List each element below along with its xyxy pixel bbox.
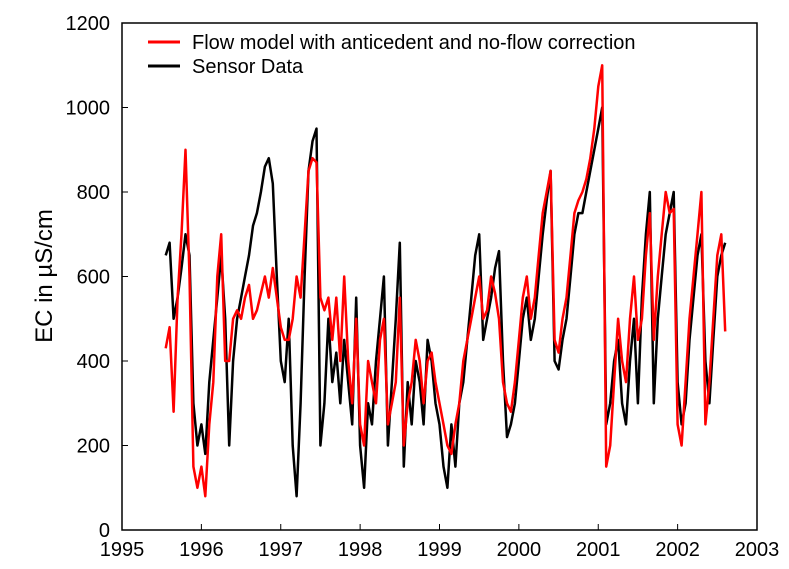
y-tick-label: 0 <box>99 520 110 542</box>
y-tick-label: 1000 <box>66 98 111 120</box>
legend-label: Flow model with anticedent and no-flow c… <box>192 32 636 54</box>
y-tick-label: 200 <box>77 436 110 458</box>
y-tick-label: 600 <box>77 267 110 289</box>
x-tick-label: 1997 <box>259 539 304 561</box>
y-axis-label: EC in µS/cm <box>31 209 58 343</box>
series-line <box>164 106 727 498</box>
legend-label: Sensor Data <box>192 56 304 78</box>
x-tick-label: 2002 <box>655 539 700 561</box>
x-tick-label: 2001 <box>576 539 621 561</box>
y-tick-label: 1200 <box>66 13 111 35</box>
x-tick-label: 2000 <box>497 539 542 561</box>
x-tick-label: 1995 <box>100 539 145 561</box>
y-tick-label: 800 <box>77 182 110 204</box>
x-tick-label: 1999 <box>417 539 462 561</box>
x-tick-label: 1998 <box>338 539 383 561</box>
series-line <box>164 64 727 498</box>
x-tick-label: 1996 <box>179 539 224 561</box>
y-tick-label: 400 <box>77 351 110 373</box>
x-tick-label: 2003 <box>735 539 780 561</box>
